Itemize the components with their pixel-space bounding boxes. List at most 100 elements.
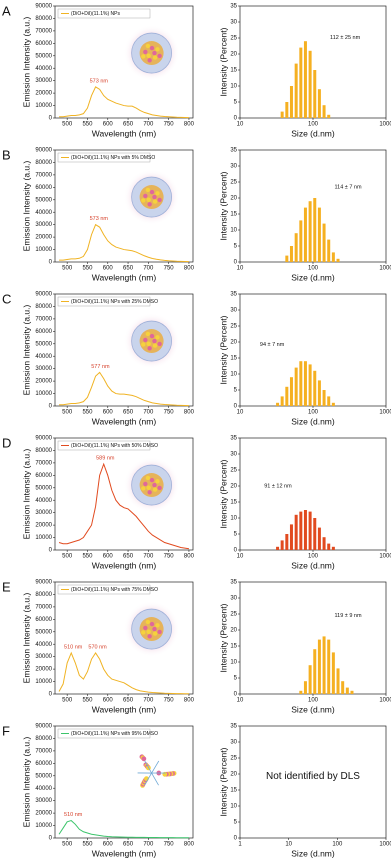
x-tick-label: 650: [123, 554, 134, 560]
y-tick-label: 60000: [35, 617, 52, 623]
np-dye: [152, 487, 158, 492]
x-tick-label: 10: [285, 842, 292, 848]
y-tick-label: 80000: [35, 448, 52, 454]
y-tick-label: 15: [230, 500, 237, 506]
y-tick-label: 40000: [35, 66, 52, 72]
size-bar: [289, 524, 293, 550]
np-dye: [146, 629, 151, 634]
spectrum-line: [59, 371, 189, 407]
y-axis-label: Emission Intensity (a.u.): [21, 16, 31, 107]
y-tick-label: 80000: [35, 736, 52, 742]
y-axis-label: Intensity (Percent): [218, 603, 228, 672]
y-tick-label: 30: [230, 452, 237, 458]
legend-box: [57, 584, 151, 595]
x-tick-label: 750: [164, 122, 175, 128]
size-bar: [285, 255, 289, 262]
y-tick-label: 35: [230, 580, 237, 586]
y-tick-label: 10: [230, 372, 237, 378]
x-axis-label: Size (d.nm): [291, 416, 335, 426]
peak-label: 570 nm: [88, 644, 107, 650]
y-tick-label: 0: [234, 548, 238, 554]
y-axis-label: Intensity (Percent): [218, 459, 228, 528]
x-tick-label: 550: [82, 554, 93, 560]
x-axis-label: Size (d.nm): [291, 848, 335, 858]
np-dye: [145, 187, 151, 193]
x-tick-label: 500: [62, 410, 73, 416]
size-bar: [303, 41, 307, 119]
y-tick-label: 35: [230, 4, 237, 10]
y-tick-label: 5: [234, 244, 238, 250]
y-tick-label: 25: [230, 468, 237, 474]
size-bar: [322, 105, 326, 118]
size-bar: [327, 114, 331, 118]
x-tick-label: 10: [237, 266, 244, 272]
spectrum-line: [58, 651, 189, 695]
x-tick-label: 600: [103, 554, 114, 560]
x-tick-label: 550: [82, 410, 93, 416]
size-bar: [299, 511, 303, 550]
size-bar: [345, 687, 349, 694]
x-axis-label: Wavelength (nm): [92, 848, 157, 858]
size-bar: [299, 361, 303, 406]
x-tick-label: 750: [164, 698, 175, 704]
x-tick-label: 600: [103, 122, 114, 128]
x-tick-label: 100: [308, 122, 319, 128]
legend-box: [57, 728, 151, 739]
y-tick-label: 30: [230, 20, 237, 26]
x-tick-label: 100: [308, 554, 319, 560]
y-tick-label: 15: [230, 644, 237, 650]
y-tick-label: 30: [230, 164, 237, 170]
y-tick-label: 50000: [35, 197, 52, 203]
y-tick-label: 50000: [35, 485, 52, 491]
x-tick-label: 700: [143, 410, 154, 416]
y-axis-label: Intensity (Percent): [218, 747, 228, 816]
y-tick-label: 5: [234, 820, 238, 826]
y-tick-label: 20000: [35, 811, 52, 817]
np-dye: [143, 481, 148, 487]
y-tick-label: 35: [230, 724, 237, 730]
x-tick-label: 700: [143, 698, 154, 704]
np-dye: [155, 335, 160, 340]
size-bar: [308, 364, 312, 406]
y-tick-label: 90000: [35, 292, 52, 298]
y-tick-label: 70000: [35, 460, 52, 466]
np-dye: [141, 198, 146, 203]
size-bar: [303, 510, 307, 550]
np-dye: [152, 50, 157, 56]
x-tick-label: 700: [143, 266, 154, 272]
np-dye: [152, 199, 158, 204]
size-bar: [331, 546, 335, 550]
peak-label: 510 nm: [64, 644, 83, 650]
y-tick-label: 10000: [35, 391, 52, 397]
peak-label: 510 nm: [64, 812, 83, 818]
y-tick-label: 25: [230, 180, 237, 186]
y-tick-label: 90000: [35, 148, 52, 154]
size-bar: [350, 690, 354, 694]
y-tick-label: 20000: [35, 379, 52, 385]
y-tick-label: 5: [234, 532, 238, 538]
legend-label: (DiO+DiI)(11.1%) NPs with 5% DMSO: [71, 155, 155, 161]
y-tick-label: 0: [234, 836, 238, 842]
x-tick-label: 750: [164, 554, 175, 560]
y-tick-label: 60000: [35, 473, 52, 479]
size-bar: [280, 540, 284, 550]
size-bar: [294, 514, 298, 550]
x-tick-label: 500: [62, 698, 73, 704]
plot-frame: [54, 5, 194, 119]
y-tick-label: 20: [230, 52, 237, 58]
y-tick-label: 90000: [35, 436, 52, 442]
size-bar: [299, 220, 303, 262]
peak-label: 573 nm: [90, 216, 109, 222]
size-bar: [308, 665, 312, 694]
y-tick-label: 30000: [35, 510, 52, 516]
y-tick-label: 25: [230, 756, 237, 762]
x-tick-label: 700: [143, 122, 154, 128]
np-dye: [152, 482, 157, 488]
np-dye: [157, 197, 162, 203]
spectrum-line: [59, 223, 189, 263]
y-tick-label: 0: [49, 836, 53, 842]
size-bar: [285, 102, 289, 118]
y-tick-label: 30000: [35, 654, 52, 660]
x-tick-label: 800: [184, 410, 195, 416]
size-bar: [276, 546, 280, 550]
